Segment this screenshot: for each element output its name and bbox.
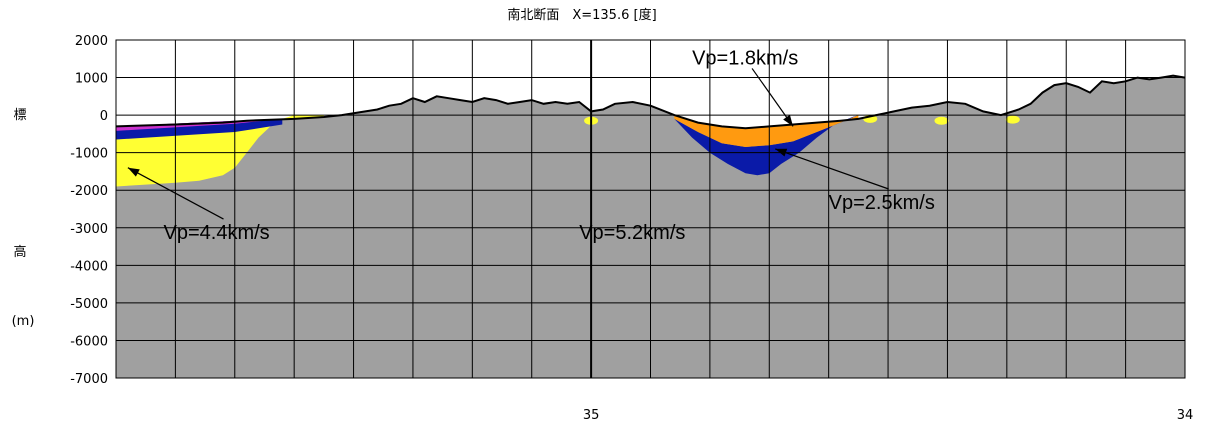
y-tick-label: -2000: [70, 184, 108, 199]
annotation-label: Vp=5.2km/s: [579, 222, 685, 244]
plot-area: 2000 1000 0 -1000 -2000 -3000 -4000 -5000 -6000 -…: [70, 34, 1193, 423]
x-tick-label: 34: [1177, 408, 1194, 423]
annotation-arrow: [775, 148, 889, 190]
y-tick-label: 0: [100, 109, 108, 124]
annotation-label: Vp=4.4km/s: [164, 222, 270, 244]
annotation-arrowhead: [127, 167, 140, 177]
y-tick-label: -7000: [70, 372, 108, 387]
plot-border: [115, 39, 1186, 379]
annotation-arrow: [751, 68, 794, 127]
layer-vp44-pocket-2: [934, 116, 949, 125]
layer-vp44-pocket-3: [1005, 115, 1020, 124]
y-tick-label: -3000: [70, 222, 108, 237]
annotation-arrowhead: [783, 114, 794, 127]
layer-vp25-basin: [674, 115, 859, 176]
y-tick-label: -5000: [70, 297, 108, 312]
y-tick-label: -4000: [70, 259, 108, 274]
x-tick-label: 35: [583, 408, 600, 423]
chart-title: 南北断面 X=135.6 [度]: [507, 7, 656, 23]
y-tick-label: -1000: [70, 147, 108, 162]
annotation-arrowhead: [775, 148, 788, 157]
surface-line: [115, 74, 1186, 130]
y-tick-label: -6000: [70, 334, 108, 349]
y-axis-label-char: 高: [13, 244, 26, 260]
y-tick-label: 1000: [75, 72, 108, 87]
annotation-label: Vp=1.8km/s: [692, 47, 798, 69]
y-axis-label-char: 標: [13, 108, 26, 123]
annotation-arrow: [127, 167, 224, 220]
y-tick-label: 2000: [75, 34, 108, 49]
layer-vp25-left: [116, 118, 283, 140]
annotation-label: Vp=2.5km/s: [829, 192, 935, 214]
y-axis-unit: (m): [12, 314, 35, 329]
